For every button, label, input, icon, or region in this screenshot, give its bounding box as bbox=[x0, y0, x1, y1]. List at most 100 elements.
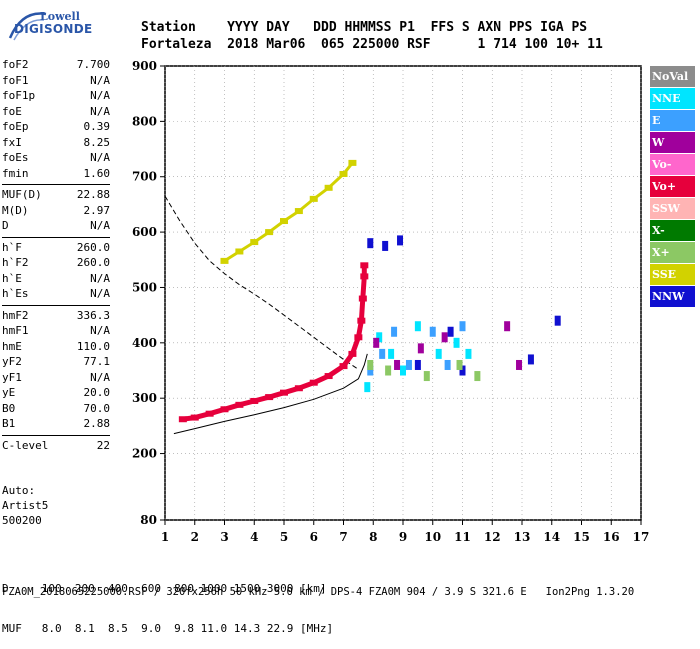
param-key: foF1 bbox=[2, 73, 29, 87]
param-row: B0 70.0 bbox=[2, 402, 110, 418]
param-key: h`F2 bbox=[2, 256, 29, 269]
data-point bbox=[423, 371, 430, 382]
data-point bbox=[474, 371, 481, 382]
muf-table-distances: D 100 200 400 600 800 1000 1500 3000 [km… bbox=[2, 582, 327, 595]
param-value: 7.700 bbox=[76, 58, 110, 71]
param-value: 2.97 bbox=[83, 203, 111, 217]
x-tick-label: 9 bbox=[399, 530, 407, 544]
param-value: 77.1 bbox=[83, 355, 111, 368]
param-key: yF2 bbox=[2, 355, 22, 368]
data-point bbox=[414, 359, 421, 370]
param-value: 336.3 bbox=[76, 308, 110, 322]
param-key: foF1p bbox=[2, 89, 36, 102]
param-key: h`F bbox=[2, 240, 22, 254]
data-point bbox=[376, 332, 383, 343]
param-key: D bbox=[2, 219, 9, 232]
data-point bbox=[367, 359, 374, 370]
param-value: 8.25 bbox=[83, 135, 111, 149]
param-key: hmF1 bbox=[2, 324, 29, 337]
x-tick-label: 4 bbox=[250, 530, 258, 544]
param-key: h`E bbox=[2, 271, 22, 285]
data-point bbox=[459, 365, 466, 376]
legend-item-nnw: NNW bbox=[650, 286, 695, 307]
data-point bbox=[516, 359, 523, 370]
data-point bbox=[394, 359, 401, 370]
data-point bbox=[367, 365, 374, 376]
param-key: fxI bbox=[2, 135, 22, 149]
x-tick-label: 8 bbox=[369, 530, 377, 544]
param-key: foEp bbox=[2, 120, 29, 133]
param-key: yE bbox=[2, 386, 16, 399]
ionogram-chart: 1 2 3 4 5 6 7 8 9 10 11 12 13 14 15 16 17802003004005006… bbox=[132, 59, 649, 544]
data-point bbox=[417, 343, 424, 354]
header-values: Fortaleza 2018 Mar06 065 225000 RSF 1 71… bbox=[141, 37, 603, 52]
param-row: h`F2 260.0 bbox=[2, 256, 110, 272]
data-point bbox=[388, 348, 395, 359]
legend-item-noval: NoVal bbox=[650, 66, 695, 87]
param-row: yF2 77.1 bbox=[2, 355, 110, 371]
param-row: C-level 22 bbox=[2, 439, 110, 455]
data-point bbox=[373, 337, 380, 348]
logo-line2: DIGISONDE bbox=[14, 22, 93, 36]
param-value: N/A bbox=[90, 89, 110, 102]
y-tick-label: 80 bbox=[140, 513, 157, 527]
x-tick-label: 2 bbox=[191, 530, 199, 544]
y-tick-label: 200 bbox=[132, 447, 157, 461]
param-row: hmF1 N/A bbox=[2, 324, 110, 340]
param-separator bbox=[2, 236, 110, 238]
param-value: N/A bbox=[90, 370, 110, 384]
x-tick-label: 1 bbox=[161, 530, 169, 544]
data-point bbox=[459, 321, 466, 332]
param-value: N/A bbox=[90, 219, 110, 232]
param-value: 260.0 bbox=[76, 256, 110, 269]
trace-sse bbox=[223, 161, 354, 263]
data-point bbox=[367, 238, 374, 249]
x-tick-label: 3 bbox=[220, 530, 228, 544]
muf-table: D 100 200 400 600 800 1000 1500 3000 [km… bbox=[2, 556, 333, 649]
param-row: h`Es N/A bbox=[2, 287, 110, 303]
legend-item-x-: X+ bbox=[650, 242, 695, 263]
y-tick-label: 300 bbox=[132, 391, 157, 405]
param-value: 22 bbox=[96, 438, 110, 452]
param-value: 20.0 bbox=[83, 386, 111, 399]
data-point bbox=[382, 240, 389, 251]
param-key: yF1 bbox=[2, 370, 22, 384]
x-tick-label: 5 bbox=[280, 530, 288, 544]
param-row: yF1 N/A bbox=[2, 371, 110, 387]
param-row: fmin 1.60 bbox=[2, 167, 110, 183]
autoscaling-info: Auto: Artist5 500200 bbox=[2, 484, 48, 529]
param-value: 70.0 bbox=[83, 401, 111, 415]
param-row: foF2 7.700 bbox=[2, 58, 110, 74]
x-tick-label: 6 bbox=[310, 530, 318, 544]
auto-artist: Artist5 bbox=[2, 499, 49, 512]
data-point bbox=[400, 365, 406, 376]
legend-item-e: E bbox=[650, 110, 695, 131]
data-point bbox=[441, 332, 448, 343]
param-row: foF1 N/A bbox=[2, 74, 110, 90]
param-key: foF2 bbox=[2, 58, 29, 71]
param-row: h`E N/A bbox=[2, 272, 110, 288]
param-row: hmE 110.0 bbox=[2, 340, 110, 356]
muf-table-frequencies: MUF 8.0 8.1 8.5 9.0 9.8 11.0 14.3 22.9 [… bbox=[2, 622, 334, 635]
param-value: 1.60 bbox=[83, 166, 111, 180]
param-row: foF1p N/A bbox=[2, 89, 110, 105]
x-tick-label: 7 bbox=[339, 530, 347, 544]
x-tick-label: 14 bbox=[543, 530, 560, 544]
param-value: 110.0 bbox=[76, 339, 110, 353]
file-info: FZA0M_2018065225000.RSF / 320fx256h 50 k… bbox=[2, 586, 635, 598]
param-value: 260.0 bbox=[76, 240, 110, 254]
param-key: hmF2 bbox=[2, 308, 29, 322]
data-point bbox=[554, 315, 561, 326]
legend-item-nne: NNE bbox=[650, 88, 695, 109]
data-point bbox=[527, 354, 534, 365]
param-value: N/A bbox=[90, 271, 110, 285]
param-value: N/A bbox=[90, 104, 110, 118]
x-tick-label: 15 bbox=[573, 530, 590, 544]
data-point bbox=[447, 326, 454, 337]
y-tick-label: 700 bbox=[132, 170, 157, 184]
param-key: foE bbox=[2, 104, 22, 118]
data-point bbox=[429, 326, 436, 337]
auto-code: 500200 bbox=[2, 514, 42, 527]
muf-dashed-curve bbox=[164, 195, 359, 370]
param-value: 0.39 bbox=[83, 120, 111, 133]
